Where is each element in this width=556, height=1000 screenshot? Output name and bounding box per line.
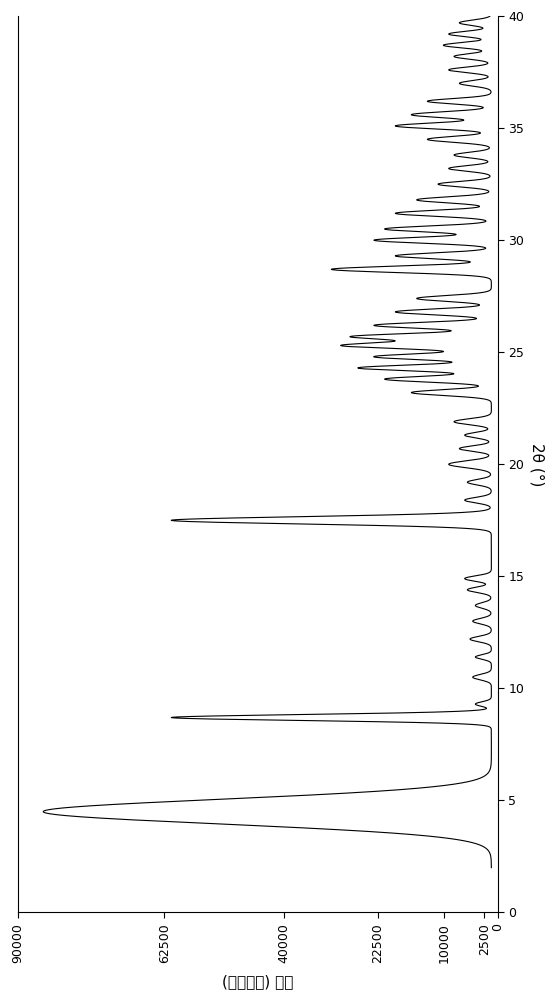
Y-axis label: 2θ (°): 2θ (°) (530, 443, 545, 486)
X-axis label: (任意单位) 强度: (任意单位) 强度 (222, 974, 294, 989)
